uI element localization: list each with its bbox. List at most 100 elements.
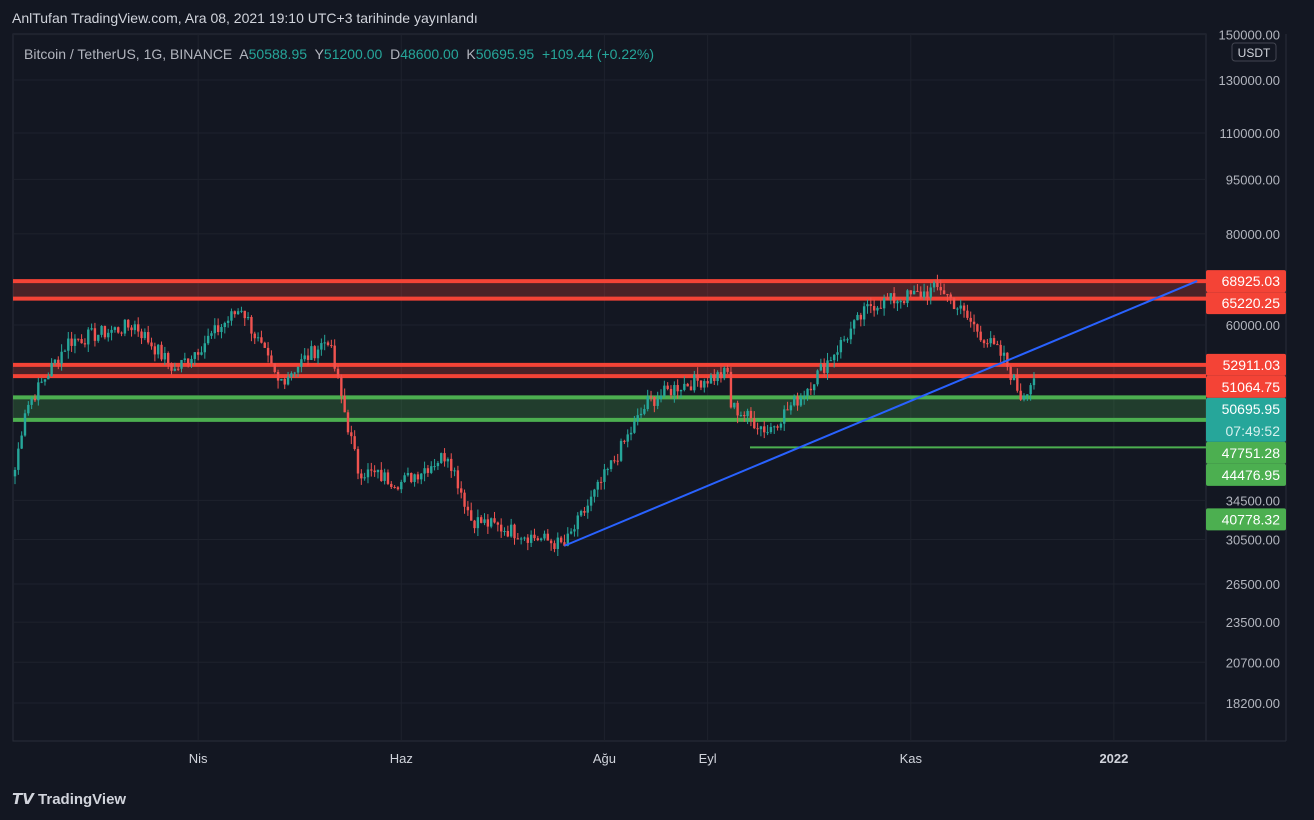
candle-body (266, 347, 270, 356)
candle-body (403, 475, 406, 482)
candle-body (63, 350, 67, 352)
candle-body (176, 368, 180, 370)
candle-body (1032, 378, 1036, 386)
candle-body (123, 319, 127, 334)
candle-body (513, 524, 516, 539)
candle-body (460, 488, 463, 493)
candle-body (679, 389, 683, 392)
candle-body (579, 511, 583, 516)
candle-body (882, 298, 886, 309)
candle-body (330, 345, 333, 347)
candle-body (726, 367, 729, 372)
candle-body (716, 372, 719, 382)
candle-body (736, 402, 739, 416)
candle-body (696, 374, 699, 381)
candle-body (340, 376, 343, 396)
close-value: 50695.95 (475, 46, 535, 62)
plot-frame (12, 33, 1207, 742)
candle-body (819, 364, 823, 371)
candle-body (813, 384, 816, 391)
candle-body (236, 311, 240, 315)
change-value: +109.44 (+0.22%) (541, 46, 655, 62)
candle-body (553, 543, 556, 549)
candle-body (969, 317, 972, 322)
candle-body (723, 367, 726, 379)
x-tick-label: Ağu (593, 751, 616, 766)
candle-body (43, 379, 47, 382)
candle-body (420, 473, 423, 480)
candle-body (966, 310, 969, 318)
candle-body (400, 481, 403, 490)
tradingview-logo[interactable]: 𝙏𝙑 TradingView (12, 790, 126, 808)
candle-body (506, 530, 510, 537)
candle-body (230, 311, 233, 321)
candle-body (276, 372, 280, 381)
candle-body (107, 332, 110, 338)
candle-body (300, 359, 303, 367)
candle-body (826, 360, 829, 373)
candle-body (683, 383, 686, 390)
x-tick-label: Eyl (699, 751, 717, 766)
candle-body (756, 428, 759, 430)
low-value: 48600.00 (400, 46, 459, 62)
symbol-legend: Bitcoin / TetherUS, 1G, BINANCE A50588.9… (24, 46, 654, 62)
candle-body (350, 432, 353, 437)
candle-body (246, 317, 250, 319)
candle-body (713, 375, 716, 382)
candle-body (206, 335, 210, 344)
candle-body (516, 538, 520, 540)
candle-body (37, 382, 40, 401)
candle-body (333, 345, 336, 369)
candle-body (463, 492, 466, 507)
candle-body (922, 291, 926, 298)
candle-body (636, 415, 639, 422)
candle-body (816, 370, 819, 385)
candle-body (396, 487, 400, 490)
candle-body (120, 332, 123, 334)
candle-body (779, 423, 783, 428)
candle-body (769, 426, 773, 433)
y-tick-label: 95000.00 (1226, 172, 1280, 187)
candle-body (446, 458, 450, 462)
candle-body (796, 396, 799, 406)
candle-body (606, 469, 609, 471)
candle-body (170, 363, 173, 371)
candle-body (623, 440, 626, 442)
y-tick-label: 26500.00 (1226, 577, 1280, 592)
candle-body (709, 375, 713, 384)
candle-body (406, 472, 410, 476)
candle-body (992, 338, 996, 345)
candle-body (443, 453, 446, 462)
candle-body (783, 409, 786, 424)
last-price-label: 50695.95 (1222, 401, 1281, 417)
candle-body (210, 333, 213, 336)
candle-body (976, 324, 979, 332)
candle-body (233, 311, 236, 315)
candle-body (932, 282, 936, 288)
y-tick-label: 34500.00 (1226, 493, 1280, 508)
candle-body (97, 334, 100, 341)
y-tick-label: 20700.00 (1226, 655, 1280, 670)
candle-body (263, 342, 266, 348)
candle-body (996, 344, 999, 346)
candle-body (133, 324, 137, 331)
candle-body (110, 329, 113, 333)
candle-body (366, 469, 370, 478)
candle-body (363, 477, 366, 479)
candle-body (30, 398, 33, 405)
countdown-label: 07:49:52 (1226, 423, 1281, 439)
candle-body (989, 338, 992, 344)
level-label: 68925.03 (1222, 273, 1281, 289)
candle-body (719, 372, 723, 379)
candle-body (356, 449, 360, 474)
candle-body (539, 538, 543, 541)
candle-body (529, 534, 533, 543)
brand-name: TradingView (38, 791, 127, 808)
candle-body (509, 524, 513, 537)
level-label-bg (1206, 353, 1286, 376)
candle-body (216, 325, 220, 333)
candle-body (599, 481, 603, 483)
candle-body (753, 418, 756, 429)
candle-body (70, 338, 73, 346)
